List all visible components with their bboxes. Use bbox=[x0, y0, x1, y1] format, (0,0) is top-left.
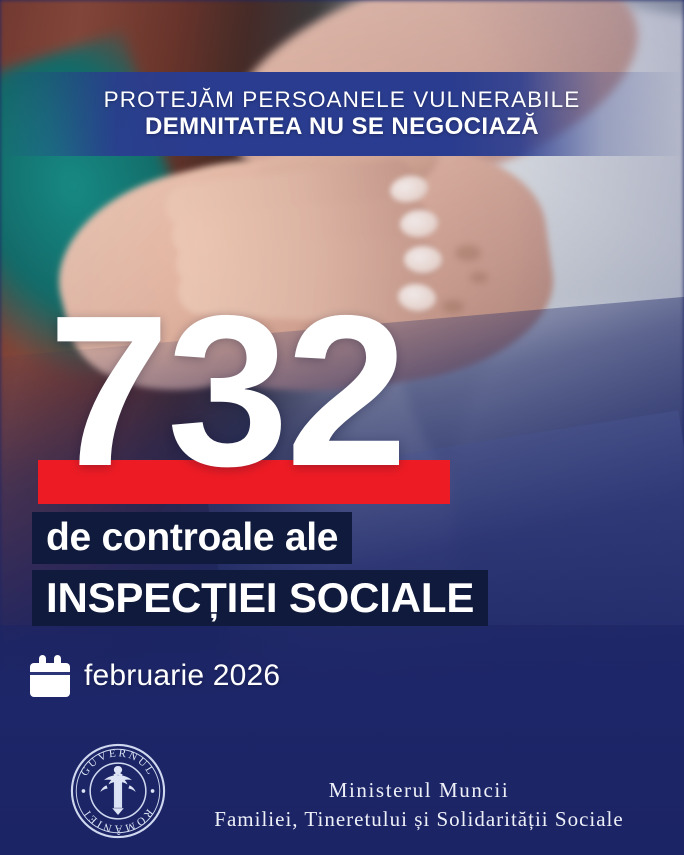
footer: GUVERNUL ROMÂNIEI bbox=[0, 743, 684, 855]
statistic-number: 732 bbox=[48, 270, 408, 511]
calendar-ring-left bbox=[39, 655, 46, 669]
date-row: februarie 2026 bbox=[30, 655, 280, 697]
photo-fingernail bbox=[404, 246, 442, 273]
number-underline-bar bbox=[38, 460, 450, 504]
ministry-line-1: Ministerul Muncii bbox=[328, 778, 510, 803]
statement-line-2-text: INSPECȚIEI SOCIALE bbox=[46, 574, 475, 621]
navy-bottom-overlay bbox=[0, 625, 684, 855]
calendar-icon bbox=[30, 655, 70, 697]
statement-line-1-text: de controale ale bbox=[46, 516, 339, 559]
romanian-government-seal-icon: GUVERNUL ROMÂNIEI bbox=[70, 743, 166, 839]
statement-line-1-block: de controale ale bbox=[32, 512, 353, 564]
banner-line-1: PROTEJĂM PERSOANELE VULNERABILE bbox=[103, 87, 581, 113]
calendar-body bbox=[30, 663, 70, 697]
calendar-ring-right bbox=[54, 655, 61, 669]
statement-line-2-block: INSPECȚIEI SOCIALE bbox=[32, 570, 489, 626]
calendar-header-divider bbox=[30, 672, 70, 675]
date-label: februarie 2026 bbox=[84, 659, 281, 692]
photo-skin-spot bbox=[470, 272, 488, 283]
header-banner: PROTEJĂM PERSOANELE VULNERABILE DEMNITAT… bbox=[0, 72, 684, 156]
ministry-name: Ministerul Muncii Familiei, Tineretului … bbox=[178, 776, 660, 833]
banner-line-2: DEMNITATEA NU SE NEGOCIAZĂ bbox=[145, 112, 539, 140]
photo-skin-spot bbox=[455, 245, 481, 261]
ministry-line-2: Familiei, Tineretului și Solidarității S… bbox=[214, 806, 624, 831]
photo-skin-spot bbox=[442, 300, 464, 313]
